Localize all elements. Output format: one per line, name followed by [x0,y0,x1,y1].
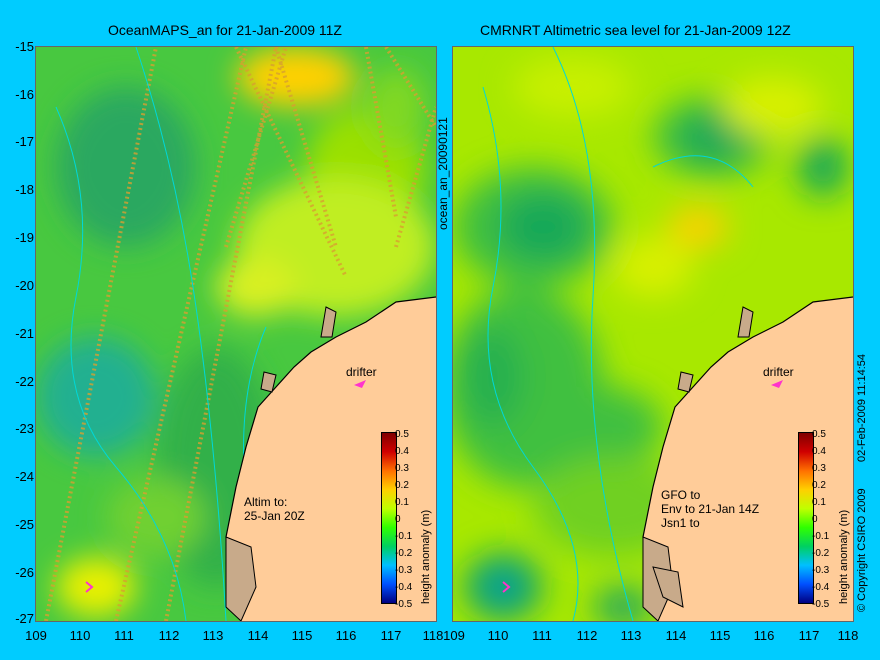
timestamp-label: 02-Feb-2009 11:14:54 [856,353,868,462]
colorbar-tick: -0.3 [395,565,413,576]
x-tick: 114 [665,628,687,643]
left-title: OceanMAPS_an for 21-Jan-2009 11Z [108,22,342,38]
x-tick: 109 [25,628,47,643]
colorbar-tick: -0.2 [812,548,830,559]
x-tick: 115 [291,628,313,643]
colorbar-tick: 0.4 [395,446,409,457]
x-tick: 117 [798,628,820,643]
y-tick: -23 [15,421,34,436]
colorbar-tick: -0.3 [812,565,830,576]
colorbar [798,432,814,604]
colorbar-tick: 0.1 [812,497,826,508]
copyright-label: © Copyright CSIRO 2009 [856,488,868,612]
colorbar-tick: 0.2 [812,480,826,491]
right-title: CMRNRT Altimetric sea level for 21-Jan-2… [480,22,791,38]
satellite-note: GFO to Env to 21-Jan 14Z Jsn1 to [661,488,760,530]
x-tick: 112 [576,628,598,643]
y-tick: -19 [15,230,34,245]
colorbar-label: height anomaly (m) [420,509,432,604]
colorbar-tick: -0.1 [812,531,830,542]
x-tick: 118 [837,628,859,643]
colorbar-tick: 0.4 [812,446,826,457]
colorbar-tick: 0.2 [395,480,409,491]
left-map-svg [36,47,436,621]
y-tick: -16 [15,87,34,102]
ocean-an-side-label: ocean_an_20090121 [436,117,450,230]
right-map-panel: drifter GFO to Env to 21-Jan 14Z Jsn1 to [452,46,854,622]
y-tick: -20 [15,278,34,293]
altim-note: Altim to: 25-Jan 20Z [244,495,305,523]
right-map-svg [453,47,853,621]
x-tick: 110 [487,628,509,643]
colorbar-tick: 0.1 [395,497,409,508]
x-tick: 114 [247,628,269,643]
colorbar [381,432,397,604]
y-tick: -25 [15,517,34,532]
colorbar-label: height anomaly (m) [838,509,850,604]
y-tick: -17 [15,134,34,149]
drifter-label: drifter [346,365,377,379]
x-tick: 116 [335,628,357,643]
colorbar-tick: -0.5 [395,599,413,610]
x-tick: 116 [753,628,775,643]
colorbar-tick: 0 [812,514,818,525]
colorbar-tick: -0.4 [395,582,413,593]
colorbar-tick: -0.2 [395,548,413,559]
colorbar-tick: 0.5 [395,429,409,440]
x-tick: 118 [422,628,444,643]
x-tick: 112 [158,628,180,643]
colorbar-tick: 0 [395,514,401,525]
colorbar-tick: -0.1 [395,531,413,542]
colorbar-tick: 0.3 [812,463,826,474]
x-tick: 110 [69,628,91,643]
colorbar-tick: -0.5 [812,599,830,610]
x-tick: 111 [532,628,552,643]
colorbar-tick: -0.4 [812,582,830,593]
y-tick: -21 [15,326,34,341]
x-tick: 113 [620,628,642,643]
x-tick: 113 [202,628,224,643]
colorbar-tick: 0.3 [395,463,409,474]
left-map-panel: drifter Altim to: 25-Jan 20Z [35,46,437,622]
y-tick: -15 [15,39,34,54]
x-tick: 111 [114,628,134,643]
x-tick: 109 [443,628,465,643]
drifter-label: drifter [763,365,794,379]
y-tick: -26 [15,565,34,580]
x-tick: 117 [380,628,402,643]
y-tick: -24 [15,469,34,484]
y-tick: -27 [15,611,34,626]
colorbar-tick: 0.5 [812,429,826,440]
y-tick: -18 [15,182,34,197]
x-tick: 115 [709,628,731,643]
y-tick: -22 [15,374,34,389]
